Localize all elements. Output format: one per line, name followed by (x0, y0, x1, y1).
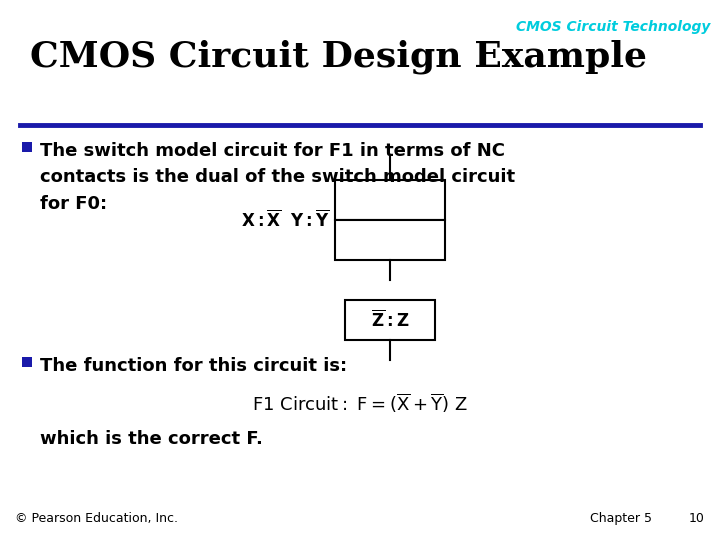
Text: The switch model circuit for F1 in terms of NC
contacts is the dual of the switc: The switch model circuit for F1 in terms… (40, 142, 515, 213)
Bar (22, 357, 32, 367)
Text: 10: 10 (689, 512, 705, 525)
Text: CMOS Circuit Technology: CMOS Circuit Technology (516, 20, 710, 34)
Bar (335, 180, 445, 220)
Text: $\mathbf{X{:}\overline{X}\ \ Y{:}\overline{Y}}$: $\mathbf{X{:}\overline{X}\ \ Y{:}\overli… (241, 210, 330, 231)
Text: $\mathrm{F1\ Circuit{:}\ F = (\overline{X} + \overline{Y})\ Z}$: $\mathrm{F1\ Circuit{:}\ F = (\overline{… (252, 392, 468, 415)
Text: The function for this circuit is:: The function for this circuit is: (40, 357, 347, 375)
Bar (335, 220, 445, 260)
Text: Chapter 5: Chapter 5 (590, 512, 652, 525)
Text: © Pearson Education, Inc.: © Pearson Education, Inc. (15, 512, 178, 525)
Text: which is the correct F.: which is the correct F. (40, 430, 263, 448)
Text: $\mathbf{\overline{Z}{:}Z}$: $\mathbf{\overline{Z}{:}Z}$ (371, 309, 409, 330)
Text: CMOS Circuit Design Example: CMOS Circuit Design Example (30, 40, 647, 75)
Bar (22, 142, 32, 152)
Bar (345, 300, 435, 340)
